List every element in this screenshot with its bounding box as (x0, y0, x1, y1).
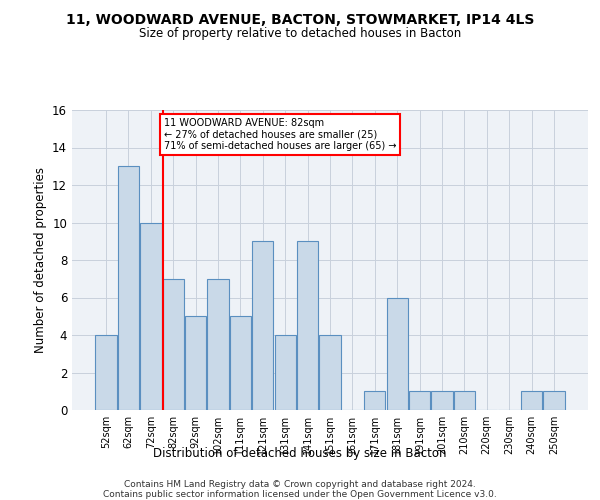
Text: 11, WOODWARD AVENUE, BACTON, STOWMARKET, IP14 4LS: 11, WOODWARD AVENUE, BACTON, STOWMARKET,… (66, 12, 534, 26)
Bar (431, 391, 452, 410)
Bar (409, 391, 430, 410)
Text: Contains public sector information licensed under the Open Government Licence v3: Contains public sector information licen… (103, 490, 497, 499)
Bar (140, 222, 161, 410)
Bar (95, 335, 117, 410)
Bar (252, 242, 274, 410)
Bar (208, 279, 229, 410)
Bar (297, 242, 318, 410)
Bar (454, 391, 475, 410)
Bar (543, 391, 565, 410)
Text: Contains HM Land Registry data © Crown copyright and database right 2024.: Contains HM Land Registry data © Crown c… (124, 480, 476, 489)
Bar (163, 279, 184, 410)
Text: Distribution of detached houses by size in Bacton: Distribution of detached houses by size … (153, 448, 447, 460)
Text: Size of property relative to detached houses in Bacton: Size of property relative to detached ho… (139, 28, 461, 40)
Text: 11 WOODWARD AVENUE: 82sqm
← 27% of detached houses are smaller (25)
71% of semi-: 11 WOODWARD AVENUE: 82sqm ← 27% of detac… (164, 118, 396, 150)
Bar (275, 335, 296, 410)
Y-axis label: Number of detached properties: Number of detached properties (34, 167, 47, 353)
Bar (185, 316, 206, 410)
Bar (230, 316, 251, 410)
Bar (364, 391, 385, 410)
Bar (386, 298, 408, 410)
Bar (118, 166, 139, 410)
Bar (319, 335, 341, 410)
Bar (521, 391, 542, 410)
